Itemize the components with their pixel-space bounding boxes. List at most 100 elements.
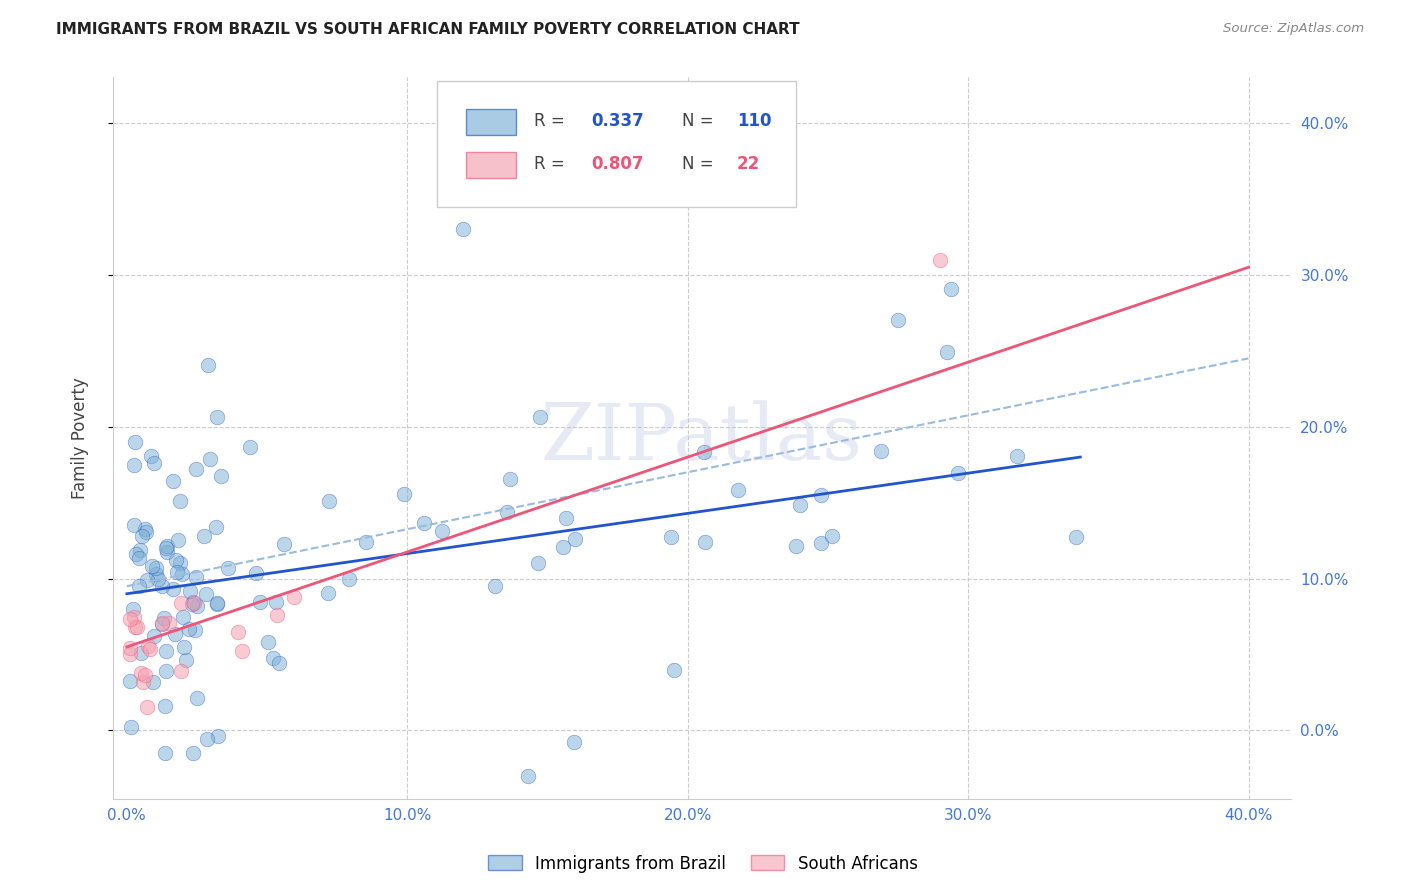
Point [430, 524, 453, 539]
Point [142, 456, 165, 470]
Point [273, 537, 295, 551]
Point [131, 674, 153, 689]
Point [262, 650, 284, 665]
Point [693, 445, 716, 459]
Point [141, 449, 163, 463]
Point [156, 539, 179, 553]
Text: ZIPatlas: ZIPatlas [541, 401, 863, 476]
Point [127, 620, 149, 634]
Point [413, 516, 436, 530]
Point [186, 599, 208, 613]
Point [155, 644, 177, 658]
Point [176, 653, 198, 667]
Point [180, 597, 202, 611]
Point [118, 641, 141, 656]
Point [785, 539, 807, 553]
Point [207, 409, 229, 424]
Point [135, 700, 157, 714]
Point [167, 533, 190, 547]
Point [183, 595, 205, 609]
Point [318, 493, 340, 508]
Point [231, 644, 253, 658]
Point [145, 561, 167, 575]
Point [150, 579, 173, 593]
Point [453, 222, 475, 236]
Point [267, 656, 290, 670]
Legend: Immigrants from Brazil, South Africans: Immigrants from Brazil, South Africans [482, 848, 924, 880]
Point [316, 586, 339, 600]
Point [179, 583, 201, 598]
Point [564, 532, 586, 546]
Point [170, 596, 193, 610]
Point [184, 570, 207, 584]
Point [169, 494, 191, 508]
Point [125, 547, 148, 561]
Point [659, 530, 682, 544]
Point [172, 610, 194, 624]
Text: N =: N = [682, 112, 718, 129]
Text: 22: 22 [737, 155, 761, 173]
Point [153, 611, 176, 625]
Point [217, 561, 239, 575]
Text: Source: ZipAtlas.com: Source: ZipAtlas.com [1223, 22, 1364, 36]
Point [810, 536, 832, 550]
Point [129, 666, 152, 681]
Point [392, 487, 415, 501]
Point [194, 587, 217, 601]
Point [118, 612, 141, 626]
Point [131, 529, 153, 543]
Point [929, 252, 952, 267]
Point [177, 622, 200, 636]
Point [936, 345, 959, 359]
Point [337, 573, 360, 587]
Point [205, 597, 228, 611]
Point [662, 663, 685, 677]
Point [354, 535, 377, 549]
Point [128, 579, 150, 593]
Point [135, 524, 157, 539]
Point [810, 488, 832, 502]
Point [266, 608, 288, 623]
Point [163, 627, 186, 641]
FancyBboxPatch shape [467, 109, 516, 136]
Point [1007, 449, 1029, 463]
Point [129, 542, 152, 557]
Point [283, 591, 305, 605]
Point [134, 668, 156, 682]
Point [197, 358, 219, 372]
Point [551, 541, 574, 555]
Point [205, 520, 228, 534]
Point [118, 673, 141, 688]
Text: N =: N = [682, 155, 718, 173]
Text: R =: R = [534, 112, 571, 129]
Point [155, 665, 177, 679]
Point [141, 559, 163, 574]
Point [821, 529, 844, 543]
Point [184, 461, 207, 475]
Point [122, 610, 145, 624]
Point [165, 552, 187, 566]
Point [869, 443, 891, 458]
Point [226, 625, 249, 640]
Point [134, 522, 156, 536]
Point [136, 573, 159, 587]
Point [124, 620, 146, 634]
Point [789, 498, 811, 512]
Point [207, 729, 229, 743]
Point [139, 642, 162, 657]
Point [887, 313, 910, 327]
Point [128, 551, 150, 566]
Point [257, 635, 280, 649]
Point [122, 458, 145, 473]
Point [562, 735, 585, 749]
Point [152, 617, 174, 632]
Point [136, 639, 159, 653]
Point [162, 582, 184, 596]
Point [209, 469, 232, 483]
Point [153, 699, 176, 714]
Point [727, 483, 749, 497]
FancyBboxPatch shape [467, 153, 516, 178]
Point [172, 566, 194, 581]
Point [249, 595, 271, 609]
Point [695, 534, 717, 549]
